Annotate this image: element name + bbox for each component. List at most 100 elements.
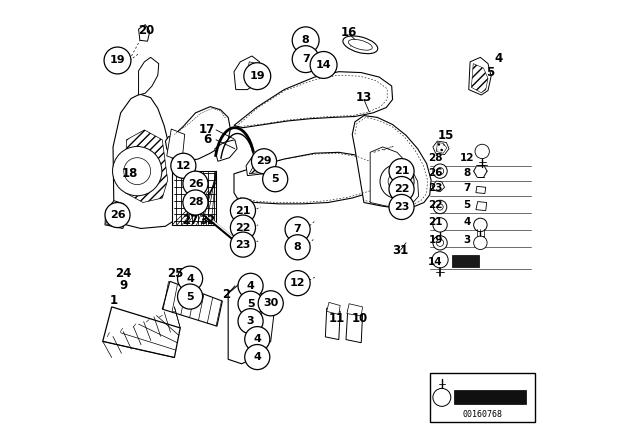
Circle shape [244, 345, 270, 370]
Circle shape [183, 190, 208, 215]
Circle shape [251, 309, 262, 320]
Text: 14: 14 [316, 60, 332, 70]
Polygon shape [125, 130, 168, 202]
Circle shape [230, 198, 255, 223]
Circle shape [433, 218, 447, 232]
Circle shape [171, 153, 196, 178]
Polygon shape [346, 310, 362, 343]
Text: 5: 5 [463, 200, 470, 210]
Text: 16: 16 [341, 26, 357, 39]
Circle shape [285, 271, 310, 296]
Text: 00160768: 00160768 [462, 410, 502, 419]
Text: 13: 13 [356, 91, 372, 104]
Polygon shape [252, 293, 276, 359]
Polygon shape [433, 141, 449, 155]
Polygon shape [454, 390, 526, 404]
Circle shape [436, 239, 444, 246]
Polygon shape [476, 186, 486, 194]
Circle shape [230, 232, 255, 257]
Circle shape [105, 202, 130, 228]
Text: 5: 5 [486, 66, 494, 79]
Circle shape [113, 146, 162, 196]
Text: 7: 7 [294, 224, 301, 234]
Text: 5: 5 [247, 299, 254, 309]
Text: 30: 30 [263, 298, 278, 308]
Text: 22: 22 [394, 184, 410, 194]
Text: 11: 11 [329, 311, 345, 325]
Polygon shape [472, 64, 488, 93]
Polygon shape [347, 304, 362, 316]
Polygon shape [234, 72, 392, 128]
Text: 18: 18 [122, 167, 138, 181]
Circle shape [251, 297, 262, 308]
Circle shape [389, 194, 414, 220]
Circle shape [388, 172, 406, 190]
Text: 19: 19 [428, 235, 443, 245]
Text: 8: 8 [302, 35, 310, 45]
Text: 32: 32 [199, 214, 215, 227]
Circle shape [389, 159, 414, 184]
Circle shape [310, 52, 337, 78]
Text: 27: 27 [182, 214, 198, 227]
Circle shape [238, 309, 263, 334]
Text: 21: 21 [428, 217, 443, 227]
Polygon shape [234, 152, 392, 204]
Circle shape [252, 149, 276, 174]
Circle shape [183, 171, 208, 196]
Circle shape [475, 144, 490, 159]
Text: 26: 26 [428, 168, 443, 178]
Text: 2: 2 [222, 288, 230, 301]
Circle shape [177, 266, 203, 291]
Text: 23: 23 [428, 183, 443, 193]
Text: 28: 28 [188, 198, 204, 207]
Text: 21: 21 [235, 206, 251, 215]
Text: 23: 23 [394, 202, 409, 212]
Polygon shape [228, 280, 258, 364]
Text: 19: 19 [250, 71, 265, 81]
Circle shape [433, 236, 447, 250]
Polygon shape [106, 215, 122, 228]
Text: 10: 10 [351, 311, 367, 325]
Text: 19: 19 [109, 56, 125, 65]
Text: 17: 17 [199, 123, 215, 137]
Circle shape [238, 291, 263, 316]
Polygon shape [432, 181, 445, 192]
Circle shape [433, 200, 447, 214]
Polygon shape [163, 281, 222, 326]
Text: 5: 5 [271, 174, 279, 184]
Polygon shape [476, 202, 486, 211]
Text: 4: 4 [253, 334, 261, 344]
Circle shape [433, 164, 447, 178]
Polygon shape [138, 25, 150, 41]
Text: 14: 14 [428, 257, 443, 267]
Ellipse shape [343, 36, 378, 54]
Circle shape [292, 46, 319, 73]
Circle shape [262, 167, 288, 192]
Polygon shape [172, 171, 216, 225]
Text: 20: 20 [138, 23, 154, 37]
Text: 12: 12 [290, 278, 305, 288]
Text: 3: 3 [247, 316, 254, 326]
Polygon shape [167, 129, 185, 161]
Text: 4: 4 [463, 217, 470, 227]
Text: 12: 12 [460, 153, 474, 163]
Polygon shape [105, 201, 127, 228]
Polygon shape [214, 140, 237, 161]
Circle shape [474, 236, 487, 250]
Text: 7: 7 [463, 183, 470, 193]
Text: 1: 1 [110, 293, 118, 307]
Text: 4: 4 [253, 352, 261, 362]
Text: 5: 5 [186, 292, 194, 302]
Circle shape [258, 291, 284, 316]
Text: 8: 8 [463, 168, 470, 178]
Text: 25: 25 [168, 267, 184, 280]
Text: 23: 23 [236, 240, 251, 250]
Polygon shape [234, 56, 261, 90]
Text: 29: 29 [256, 156, 272, 166]
Polygon shape [452, 255, 479, 267]
Circle shape [285, 217, 310, 242]
Circle shape [436, 168, 444, 175]
Polygon shape [248, 62, 257, 74]
Circle shape [238, 273, 263, 298]
Circle shape [437, 204, 444, 210]
